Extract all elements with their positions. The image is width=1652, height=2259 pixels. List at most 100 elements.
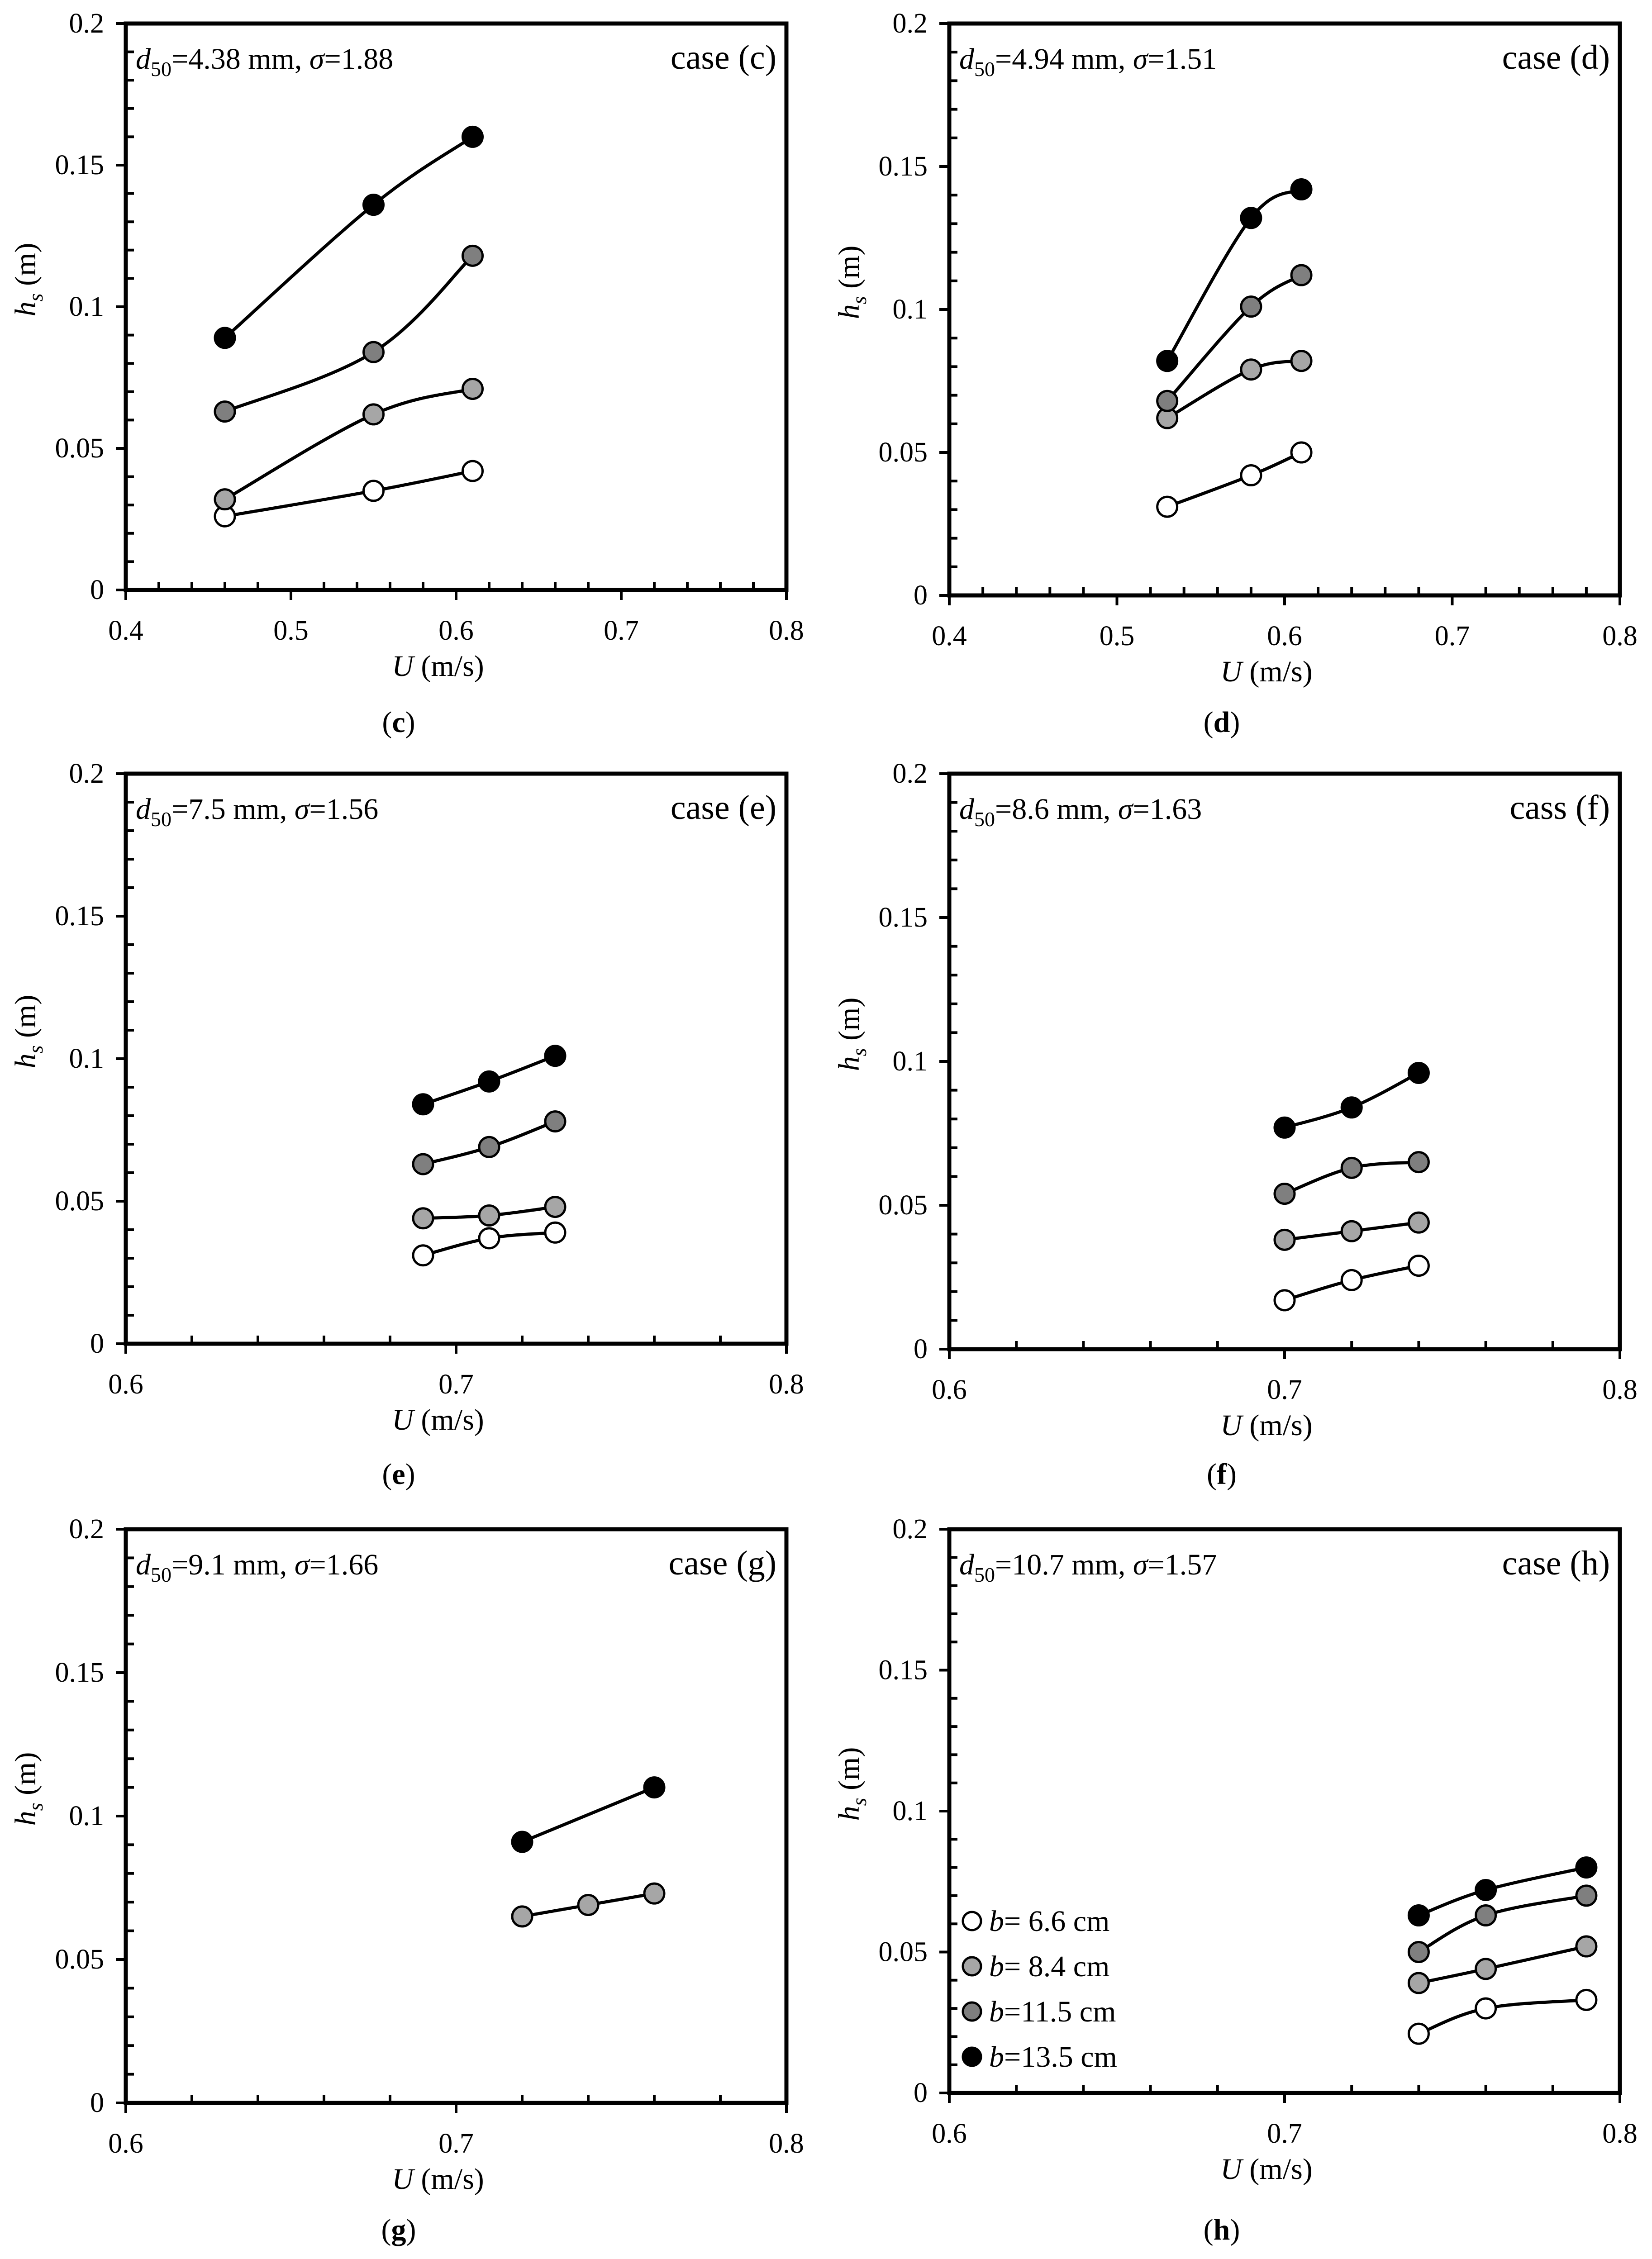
panel-info-text: d50=4.94 mm, σ=1.51 bbox=[959, 43, 1217, 81]
y-tick-label: 0.15 bbox=[879, 1655, 928, 1686]
data-point bbox=[577, 1894, 600, 1917]
x-tick-label: 0.7 bbox=[438, 2128, 474, 2159]
y-axis-label: hs (m) bbox=[9, 243, 47, 317]
panel-caption: (e) bbox=[382, 1458, 415, 1491]
data-point bbox=[1575, 1856, 1598, 1879]
data-point bbox=[1240, 295, 1262, 318]
panel-caption: (c) bbox=[382, 706, 415, 739]
case-label: cass (f) bbox=[1509, 789, 1610, 827]
data-point bbox=[643, 1882, 666, 1905]
case-label: case (g) bbox=[669, 1544, 776, 1582]
legend-item-label: b=13.5 cm bbox=[989, 2040, 1117, 2074]
case-label: case (c) bbox=[671, 38, 776, 76]
case-label: case (e) bbox=[671, 789, 776, 827]
y-tick-label: 0.15 bbox=[55, 150, 105, 181]
data-point bbox=[1475, 1997, 1497, 2020]
series-line bbox=[521, 1786, 655, 1844]
data-point bbox=[362, 341, 385, 363]
panel-caption: (g) bbox=[381, 2213, 416, 2246]
plot-frame bbox=[947, 21, 1622, 598]
data-point bbox=[362, 194, 385, 216]
plot-frame bbox=[124, 1527, 789, 2105]
x-tick-label: 0.8 bbox=[1602, 2118, 1638, 2149]
x-tick-label: 0.5 bbox=[1100, 621, 1135, 652]
y-tick-label: 0.2 bbox=[893, 1514, 928, 1545]
data-point bbox=[1407, 1061, 1430, 1084]
legend-marker bbox=[962, 2046, 982, 2067]
data-point bbox=[544, 1110, 567, 1133]
data-point bbox=[1240, 358, 1262, 381]
data-point bbox=[1156, 350, 1179, 372]
x-tick-label: 0.5 bbox=[273, 615, 309, 646]
panel-e: 0 0.05 0.1 0.15 0.2 0.6 0.7 0.8 U (m/s) hs (m) d50… bbox=[9, 758, 804, 1491]
panel-f: 0 0.05 0.1 0.15 0.2 0.6 0.7 0.8 U (m/s) hs (m) d50… bbox=[833, 758, 1638, 1491]
data-point bbox=[1575, 1988, 1598, 2011]
y-axis-label: hs (m) bbox=[833, 246, 871, 319]
series-line bbox=[224, 387, 473, 501]
y-tick-label: 0.15 bbox=[55, 1657, 105, 1688]
data-point bbox=[412, 1153, 434, 1175]
y-tick-label: 0.15 bbox=[879, 902, 928, 933]
data-point bbox=[511, 1905, 533, 1928]
data-point bbox=[1407, 1255, 1430, 1277]
y-tick-label: 0.2 bbox=[69, 758, 105, 789]
data-point bbox=[478, 1136, 500, 1158]
data-point bbox=[1156, 495, 1179, 518]
panel-g: 0 0.05 0.1 0.15 0.2 0.6 0.7 0.8 U (m/s) hs (m) d50… bbox=[9, 1514, 804, 2246]
data-point bbox=[1407, 2022, 1430, 2045]
series-line bbox=[1166, 274, 1302, 402]
panel-info-text: d50=4.38 mm, σ=1.88 bbox=[136, 43, 393, 81]
y-tick-label: 0.05 bbox=[879, 1190, 928, 1221]
y-tick-label: 0.15 bbox=[55, 901, 105, 932]
y-tick-label: 0.1 bbox=[893, 294, 928, 325]
x-axis-label: U (m/s) bbox=[1220, 1409, 1313, 1442]
data-point bbox=[412, 1244, 434, 1267]
panel-caption: (h) bbox=[1204, 2213, 1240, 2246]
panel-h: 0 0.05 0.1 0.15 0.2 0.6 0.7 0.8 U (m/s) hs (m) d50… bbox=[833, 1514, 1638, 2246]
series-line bbox=[1418, 1998, 1587, 2035]
series-line bbox=[1166, 188, 1302, 362]
data-point bbox=[1240, 464, 1262, 487]
data-point bbox=[1273, 1289, 1296, 1312]
data-point bbox=[1340, 1156, 1363, 1179]
panel-info-text: d50=10.7 mm, σ=1.57 bbox=[959, 1548, 1217, 1586]
x-tick-label: 0.6 bbox=[108, 1369, 143, 1400]
series-line bbox=[1166, 359, 1302, 420]
data-point bbox=[1273, 1183, 1296, 1205]
panel-caption: (d) bbox=[1204, 706, 1240, 739]
x-tick-label: 0.8 bbox=[769, 1369, 804, 1400]
x-tick-label: 0.7 bbox=[1267, 1374, 1302, 1405]
legend-marker bbox=[962, 1911, 982, 1931]
y-tick-label: 0 bbox=[90, 575, 104, 605]
data-point bbox=[462, 125, 484, 148]
x-tick-label: 0.4 bbox=[932, 621, 967, 652]
series-line bbox=[1418, 1945, 1587, 1985]
data-point bbox=[1156, 390, 1179, 412]
y-tick-label: 0.15 bbox=[879, 151, 928, 182]
data-point bbox=[1290, 441, 1313, 464]
data-point bbox=[362, 480, 385, 502]
data-point bbox=[1575, 1935, 1598, 1958]
y-tick-label: 0.2 bbox=[893, 8, 928, 39]
legend-item-label: b= 6.6 cm bbox=[989, 1905, 1109, 1938]
y-tick-label: 0.1 bbox=[69, 1043, 105, 1074]
panel-info-text: d50=9.1 mm, σ=1.66 bbox=[136, 1548, 378, 1586]
data-point bbox=[1475, 1879, 1497, 1901]
y-tick-label: 0 bbox=[914, 2078, 928, 2108]
data-point bbox=[214, 327, 236, 349]
x-tick-label: 0.8 bbox=[1602, 1374, 1638, 1405]
data-point bbox=[462, 244, 484, 267]
data-point bbox=[478, 1204, 500, 1227]
series-line bbox=[1166, 451, 1302, 509]
y-tick-label: 0.1 bbox=[69, 291, 105, 322]
y-tick-label: 0.05 bbox=[55, 433, 105, 464]
series-line bbox=[224, 254, 474, 413]
legend: b= 6.6 cm b= 8.4 cm b=11.5 cm b=13.5 cm bbox=[962, 1905, 1117, 2074]
x-tick-label: 0.6 bbox=[1267, 621, 1302, 652]
data-point bbox=[1340, 1096, 1363, 1119]
y-axis-label: hs (m) bbox=[833, 1747, 871, 1821]
y-tick-label: 0 bbox=[90, 1328, 104, 1359]
legend-marker bbox=[962, 2001, 982, 2022]
plot-frame bbox=[947, 771, 1622, 1351]
y-tick-label: 0.2 bbox=[69, 1514, 105, 1545]
